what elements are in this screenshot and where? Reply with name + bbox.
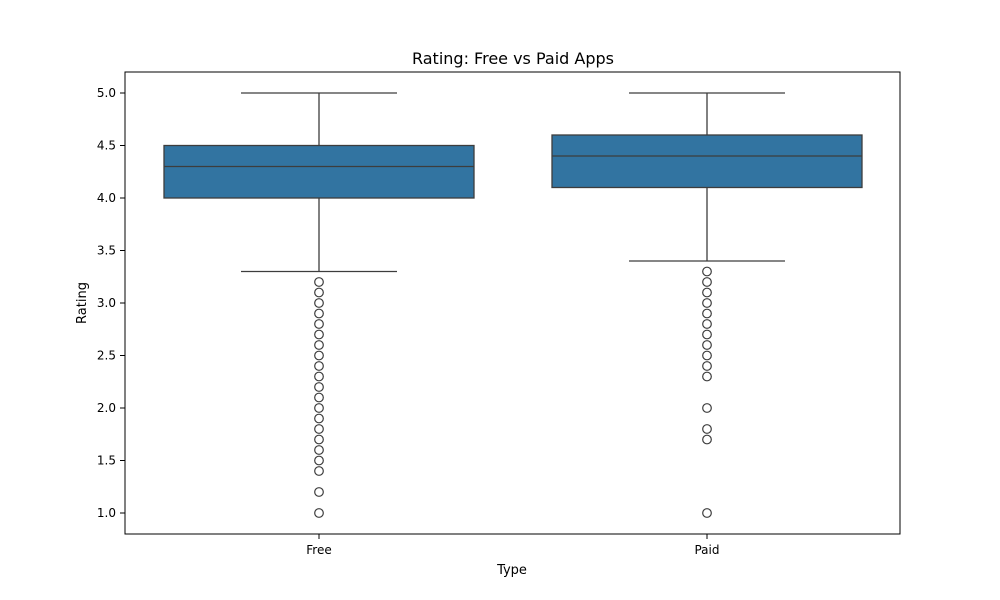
outlier-point: [702, 424, 712, 434]
y-axis-label: Rating: [75, 282, 90, 324]
outlier-point: [314, 350, 324, 361]
outlier-point: [702, 371, 712, 382]
outlier-point: [314, 487, 324, 497]
outlier-point: [702, 287, 712, 298]
y-tick-label: 3.0: [97, 296, 116, 310]
outlier-point: [314, 287, 324, 298]
outlier-point: [702, 350, 712, 361]
outlier-point: [702, 340, 712, 350]
outlier-point: [314, 403, 324, 413]
y-tick-label: 4.0: [97, 191, 116, 205]
outlier-point: [314, 392, 324, 403]
x-axis-label: Type: [496, 563, 527, 578]
y-tick-label: 1.5: [97, 454, 116, 468]
outlier-point: [314, 308, 324, 319]
outlier-point: [314, 508, 324, 518]
y-tick-label: 4.5: [97, 139, 116, 153]
y-tick-label: 3.5: [97, 244, 116, 258]
outlier-point: [314, 434, 324, 445]
outlier-point: [702, 319, 712, 329]
x-tick-label: Paid: [694, 543, 719, 557]
outlier-point: [314, 424, 324, 434]
y-axis: 1.0 1.5 2.0 2.5 3.0 3.5 4.0 4.5 5.0: [97, 86, 125, 520]
outlier-point: [702, 266, 712, 277]
y-tick-label: 1.0: [97, 506, 116, 520]
outlier-point: [702, 434, 712, 445]
outlier-point: [702, 403, 712, 413]
box-group-paid: [551, 92, 863, 518]
y-tick-label: 2.0: [97, 401, 116, 415]
outlier-point: [702, 277, 712, 287]
chart-title: Rating: Free vs Paid Apps: [412, 49, 614, 68]
outlier-point: [314, 340, 324, 350]
outlier-point: [314, 455, 324, 466]
outlier-point: [314, 466, 324, 476]
outlier-point: [314, 445, 324, 455]
outlier-point: [702, 361, 712, 371]
box-group-free: [163, 92, 475, 518]
outlier-point: [314, 413, 324, 424]
outlier-point: [314, 319, 324, 329]
outlier-point: [314, 277, 324, 287]
x-axis: Free Paid: [306, 534, 720, 557]
iqr-box: [551, 134, 863, 189]
iqr-box: [163, 144, 475, 199]
outlier-point: [314, 298, 324, 308]
y-tick-label: 5.0: [97, 86, 116, 100]
outlier-point: [702, 308, 712, 319]
outlier-point: [314, 382, 324, 392]
plot-area: [163, 92, 863, 518]
y-tick-label: 2.5: [97, 349, 116, 363]
outlier-point: [702, 508, 712, 518]
x-tick-label: Free: [306, 543, 331, 557]
outlier-point: [314, 329, 324, 340]
outlier-point: [314, 371, 324, 382]
outlier-point: [702, 329, 712, 340]
outlier-point: [702, 298, 712, 308]
outlier-point: [314, 361, 324, 371]
